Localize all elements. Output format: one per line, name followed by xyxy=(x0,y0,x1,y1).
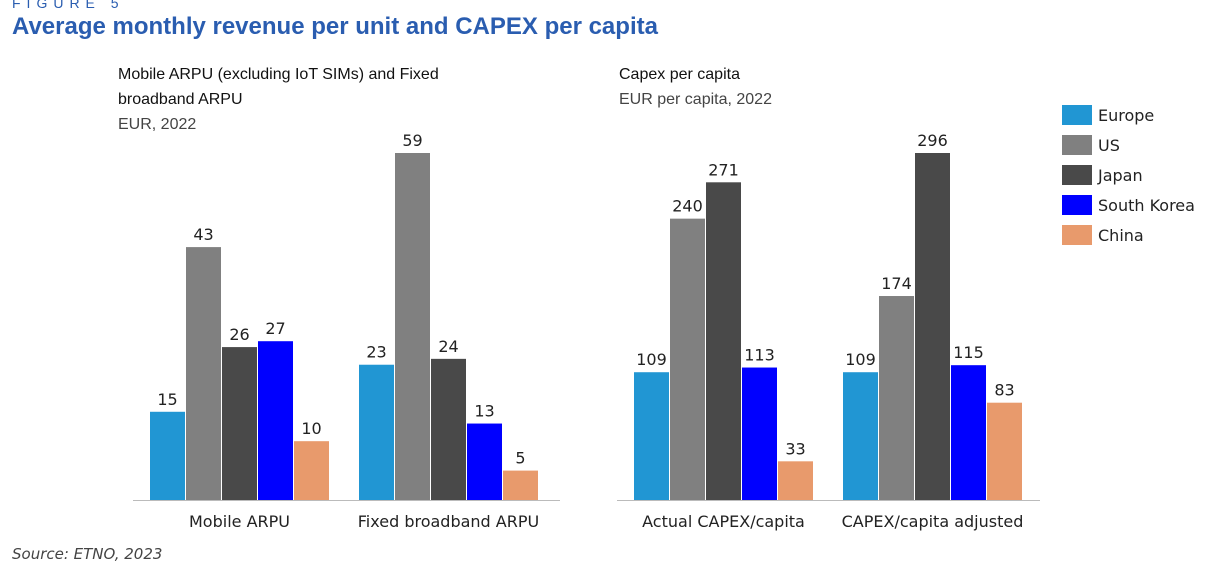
bar-china xyxy=(294,441,329,500)
legend-swatch xyxy=(1062,165,1092,185)
legend-item: US xyxy=(1062,130,1195,160)
chart1-subtitle: EUR, 2022 xyxy=(118,116,197,133)
bar-china xyxy=(778,461,813,500)
legend-label: US xyxy=(1098,135,1120,155)
data-label: 296 xyxy=(917,131,948,150)
bar-japan xyxy=(431,358,466,500)
bar-south-korea xyxy=(258,341,293,500)
bar-us xyxy=(395,153,430,500)
legend-item: Japan xyxy=(1062,160,1195,190)
data-label: 115 xyxy=(953,343,984,362)
legend-label: Japan xyxy=(1098,165,1143,185)
data-label: 109 xyxy=(636,350,667,369)
chart1-title: Mobile ARPU (excluding IoT SIMs) and Fix… xyxy=(118,66,439,108)
legend-item: South Korea xyxy=(1062,190,1195,220)
data-label: 27 xyxy=(265,319,285,338)
data-label: 5 xyxy=(515,449,525,468)
figure-label: FIGURE 5 xyxy=(12,0,125,11)
data-label: 113 xyxy=(744,346,775,365)
data-label: 271 xyxy=(708,160,739,179)
data-label: 26 xyxy=(229,325,249,344)
bar-europe xyxy=(843,372,878,500)
bar-south-korea xyxy=(951,365,986,500)
data-label: 83 xyxy=(994,381,1014,400)
category-label: CAPEX/capita adjusted xyxy=(842,512,1024,531)
data-label: 109 xyxy=(845,350,876,369)
data-label: 10 xyxy=(301,419,321,438)
category-label: Mobile ARPU xyxy=(189,512,290,531)
legend-label: South Korea xyxy=(1098,195,1195,215)
bar-europe xyxy=(359,364,394,500)
data-label: 24 xyxy=(438,337,458,356)
legend-label: China xyxy=(1098,225,1144,245)
data-label: 33 xyxy=(785,439,805,458)
data-label: 59 xyxy=(402,131,422,150)
data-label: 174 xyxy=(881,274,912,293)
bar-us xyxy=(879,296,914,500)
figure-title: Average monthly revenue per unit and CAP… xyxy=(12,13,658,40)
bar-europe xyxy=(150,411,185,500)
bar-us xyxy=(186,247,221,500)
legend-label: Europe xyxy=(1098,105,1155,125)
source-note: Source: ETNO, 2023 xyxy=(12,545,163,563)
data-label: 15 xyxy=(157,390,177,409)
category-label: Fixed broadband ARPU xyxy=(358,512,539,531)
category-label: Actual CAPEX/capita xyxy=(642,512,805,531)
data-label: 43 xyxy=(193,225,213,244)
chart2-title: Capex per capita xyxy=(619,66,740,83)
bar-japan xyxy=(706,182,741,500)
bar-south-korea xyxy=(467,423,502,500)
bar-china xyxy=(503,470,538,500)
data-label: 23 xyxy=(366,343,386,362)
bar-south-korea xyxy=(742,367,777,500)
chart2-header: Capex per capita EUR per capita, 2022 xyxy=(619,62,919,112)
legend-swatch xyxy=(1062,195,1092,215)
chart2-subtitle: EUR per capita, 2022 xyxy=(619,91,772,108)
chart1-header: Mobile ARPU (excluding IoT SIMs) and Fix… xyxy=(118,62,518,137)
legend-item: Europe xyxy=(1062,100,1195,130)
data-label: 240 xyxy=(672,197,703,216)
data-label: 13 xyxy=(474,402,494,421)
bar-china xyxy=(987,402,1022,500)
bar-japan xyxy=(915,153,950,500)
bar-us xyxy=(670,218,705,500)
legend-swatch xyxy=(1062,135,1092,155)
legend-swatch xyxy=(1062,225,1092,245)
bar-europe xyxy=(634,372,669,500)
legend: Europe US Japan South Korea China xyxy=(1062,100,1195,250)
bar-japan xyxy=(222,347,257,500)
legend-swatch xyxy=(1062,105,1092,125)
legend-item: China xyxy=(1062,220,1195,250)
